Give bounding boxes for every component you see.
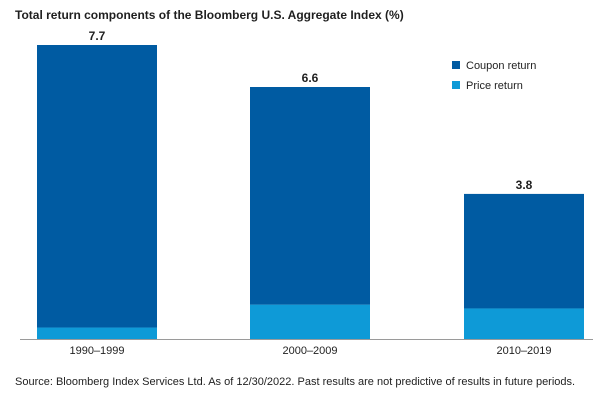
x-tick-label-1: 1990–1999 [69, 345, 124, 357]
total-label-2: 6.6 [302, 71, 319, 85]
x-tick-label-2: 2000–2009 [282, 345, 337, 357]
bar-price-return-2 [250, 304, 370, 339]
legend-label-coupon-return: Coupon return [466, 60, 536, 72]
x-tick-label-3: 2010–2019 [496, 345, 551, 357]
labels-layer: 7.7 1990–1999 6.6 2000–2009 3.8 2010–2019 [69, 29, 551, 357]
legend-swatch-price-return [452, 81, 460, 89]
bar-price-return-3 [464, 308, 584, 339]
legend: Coupon return Price return [452, 60, 536, 92]
total-label-1: 7.7 [89, 29, 106, 43]
source-note: Source: Bloomberg Index Services Ltd. As… [15, 376, 576, 388]
legend-label-price-return: Price return [466, 80, 523, 92]
bar-coupon-return-3 [464, 193, 584, 309]
chart-title: Total return components of the Bloomberg… [15, 8, 404, 22]
bar-price-return-1 [37, 327, 157, 339]
legend-swatch-coupon-return [452, 61, 460, 69]
bar-coupon-return-2 [250, 87, 370, 305]
bars-layer [37, 45, 584, 339]
bar-coupon-return-1 [37, 45, 157, 328]
total-label-3: 3.8 [516, 178, 533, 192]
